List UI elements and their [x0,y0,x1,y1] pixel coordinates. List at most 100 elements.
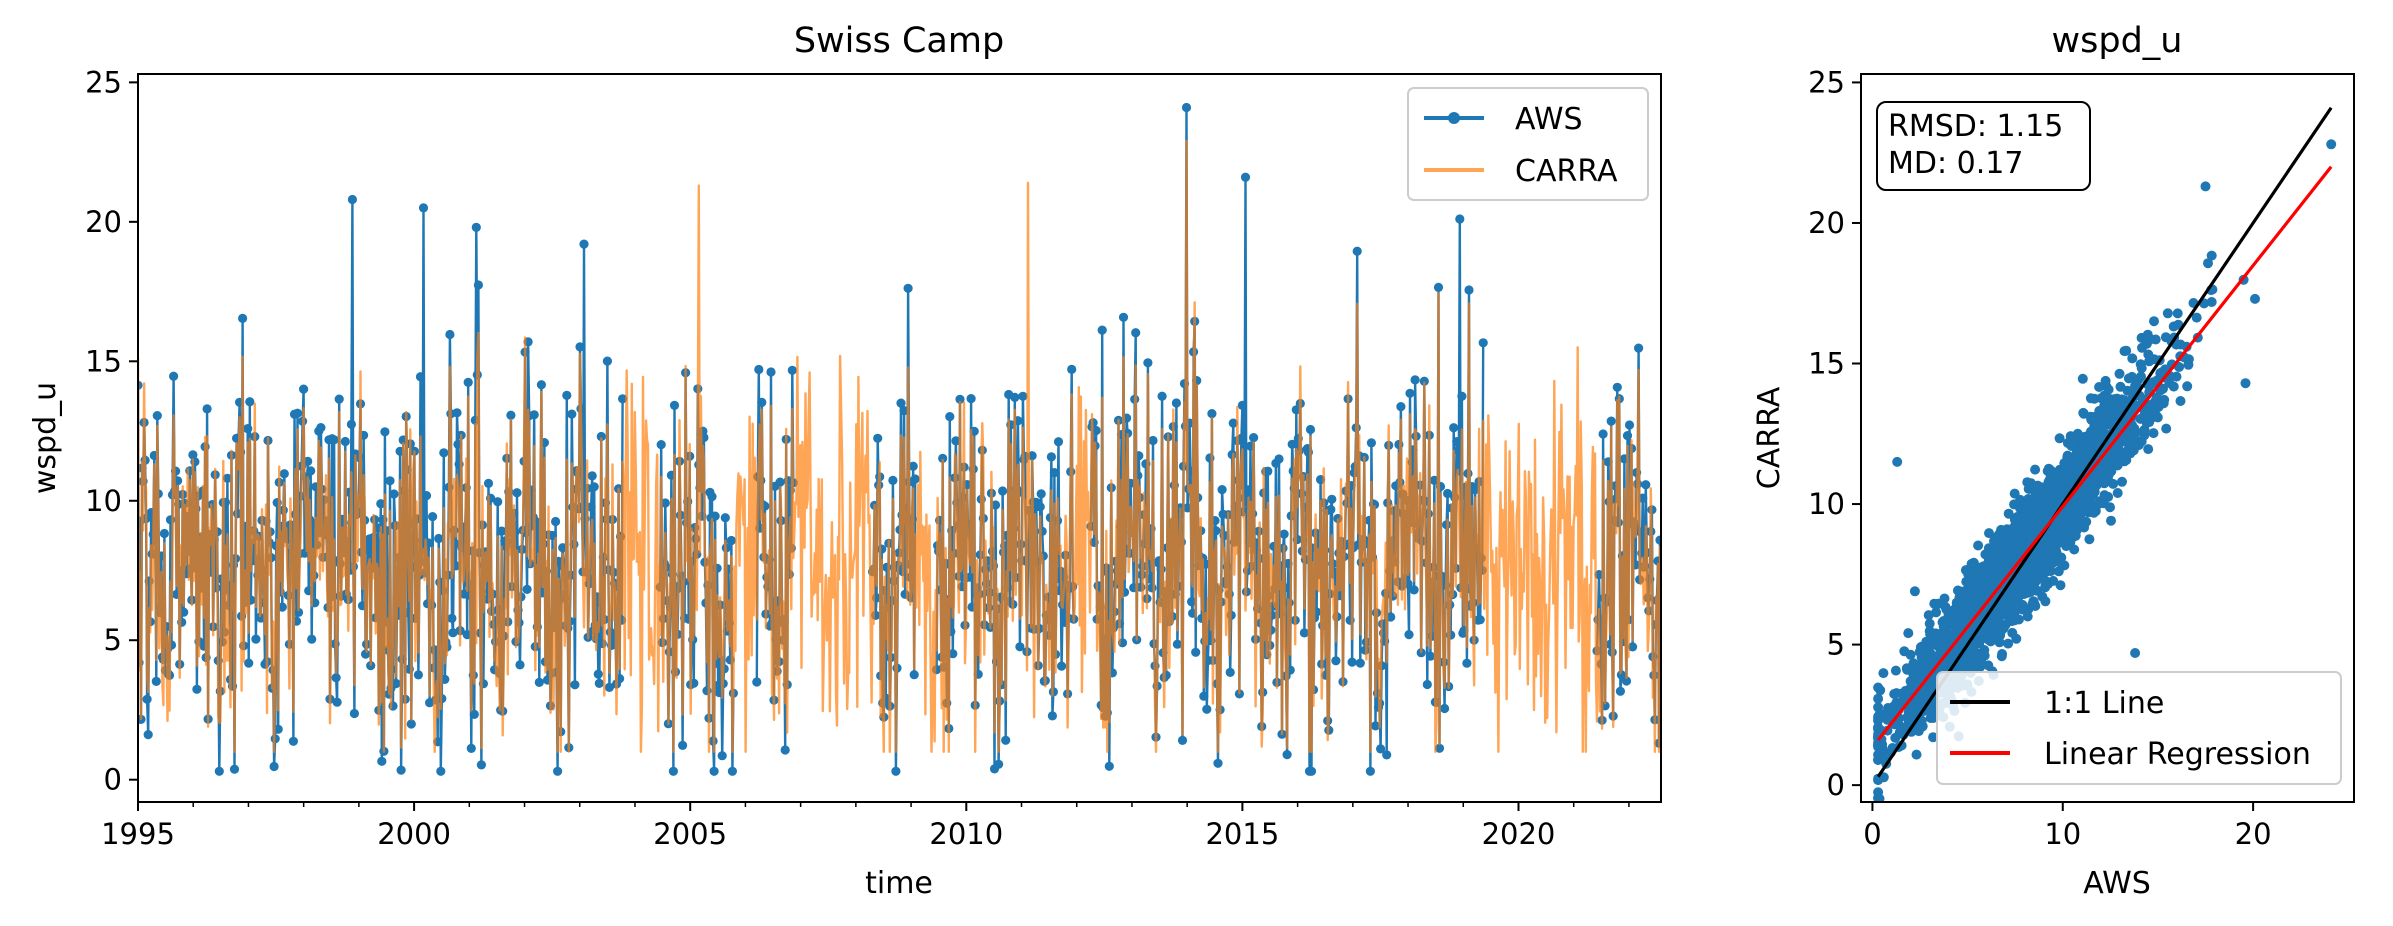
y-tick-label: 5 [104,623,122,657]
aws-point [497,526,507,536]
aws-point [1046,452,1056,462]
y-tick-label: 20 [85,205,122,239]
aws-point [1457,391,1467,401]
scatter-point [2031,563,2041,574]
aws-point [1425,651,1435,661]
aws-point [1207,409,1217,419]
aws-point [256,613,266,623]
aws-point [575,342,585,352]
aws-point [903,283,913,293]
aws-point [389,489,399,499]
scatter-point [2145,379,2156,390]
scatter-point [2004,529,2015,540]
aws-point [448,628,458,638]
scatter-point [2030,464,2041,475]
scatter-point [1921,691,1931,702]
aws-point [279,469,289,479]
aws-point [229,764,240,774]
aws-point [1655,535,1661,545]
aws-point [1282,750,1292,760]
aws-point [618,394,628,404]
aws-point [1067,364,1077,374]
aws-point [1422,679,1432,690]
aws-point [938,453,948,463]
aws-point [1464,285,1474,295]
aws-point [1347,657,1357,667]
scatter-point [2143,444,2154,455]
scatter-point [1890,732,1901,743]
y-tick-label: 10 [1808,487,1845,521]
scatter-point [2137,342,2147,353]
aws-point [332,697,342,707]
aws-point [346,419,356,429]
aws-point [415,372,426,382]
aws-point [1366,438,1376,448]
scatter-point [1974,586,1985,597]
aws-point [288,736,298,746]
aws-point [428,511,438,522]
aws-point [966,394,976,404]
scatter-point [2149,354,2160,365]
scatter-point [1937,598,1948,609]
aws-point [380,427,390,437]
scatter-point [1873,682,1884,693]
scatter-point [2074,453,2085,464]
aws-point [1634,343,1644,353]
aws-point [1237,400,1247,410]
scatter-point [2117,476,2127,487]
scatter-point [2054,517,2065,528]
aws-point [1370,721,1381,731]
aws-point [910,474,920,484]
aws-point [1606,416,1616,426]
aws-point [1240,172,1251,182]
aws-point [775,477,785,487]
aws-point [329,435,339,445]
aws-point [720,513,730,523]
scatter-point [1916,641,1927,652]
aws-point [152,411,162,421]
aws-point [1053,437,1064,447]
scatter-point [2018,581,2029,592]
scatter-point [2001,553,2012,564]
scatter-point [2038,494,2049,505]
scatter-point [2043,463,2054,474]
aws-point [1143,358,1153,368]
scatter-point [1905,676,1916,687]
scatter-point [2009,499,2020,510]
carra-line [138,139,1661,753]
aws-point [587,471,597,481]
timeseries-y-ticks: 0 5 10 15 20 25 [85,65,138,797]
aws-point [413,670,423,680]
aws-point [273,724,283,734]
scatter-point [1949,606,1960,617]
scatter-point [2009,488,2020,499]
scatter-point [2062,452,2073,463]
scatter-point [1970,594,1981,605]
scatter-point [1913,665,1924,676]
aws-point [766,367,776,377]
scatter-point [2149,316,2159,327]
aws-point [245,397,255,407]
scatter-point [2140,406,2151,417]
aws-point [1104,761,1114,771]
scatter-x-axis-label: AWS [2083,866,2151,901]
aws-point [948,649,958,659]
scatter-point [2136,363,2147,374]
rmsd-text: RMSD: 1.15 [1888,109,2063,144]
scatter-outlier-point [2250,293,2260,304]
scatter-point [1882,714,1893,725]
aws-point [512,488,522,498]
aws-point [780,745,790,755]
aws-point [1404,630,1414,640]
aws-point [656,440,666,450]
aws-point [376,499,386,509]
aws-point [1157,391,1167,401]
scatter-point [2160,332,2171,343]
aws-point [316,423,326,433]
aws-point [1443,488,1453,499]
scatter-point [2161,423,2172,434]
aws-point [471,222,481,232]
aws-point [293,607,304,618]
aws-point [493,497,503,507]
